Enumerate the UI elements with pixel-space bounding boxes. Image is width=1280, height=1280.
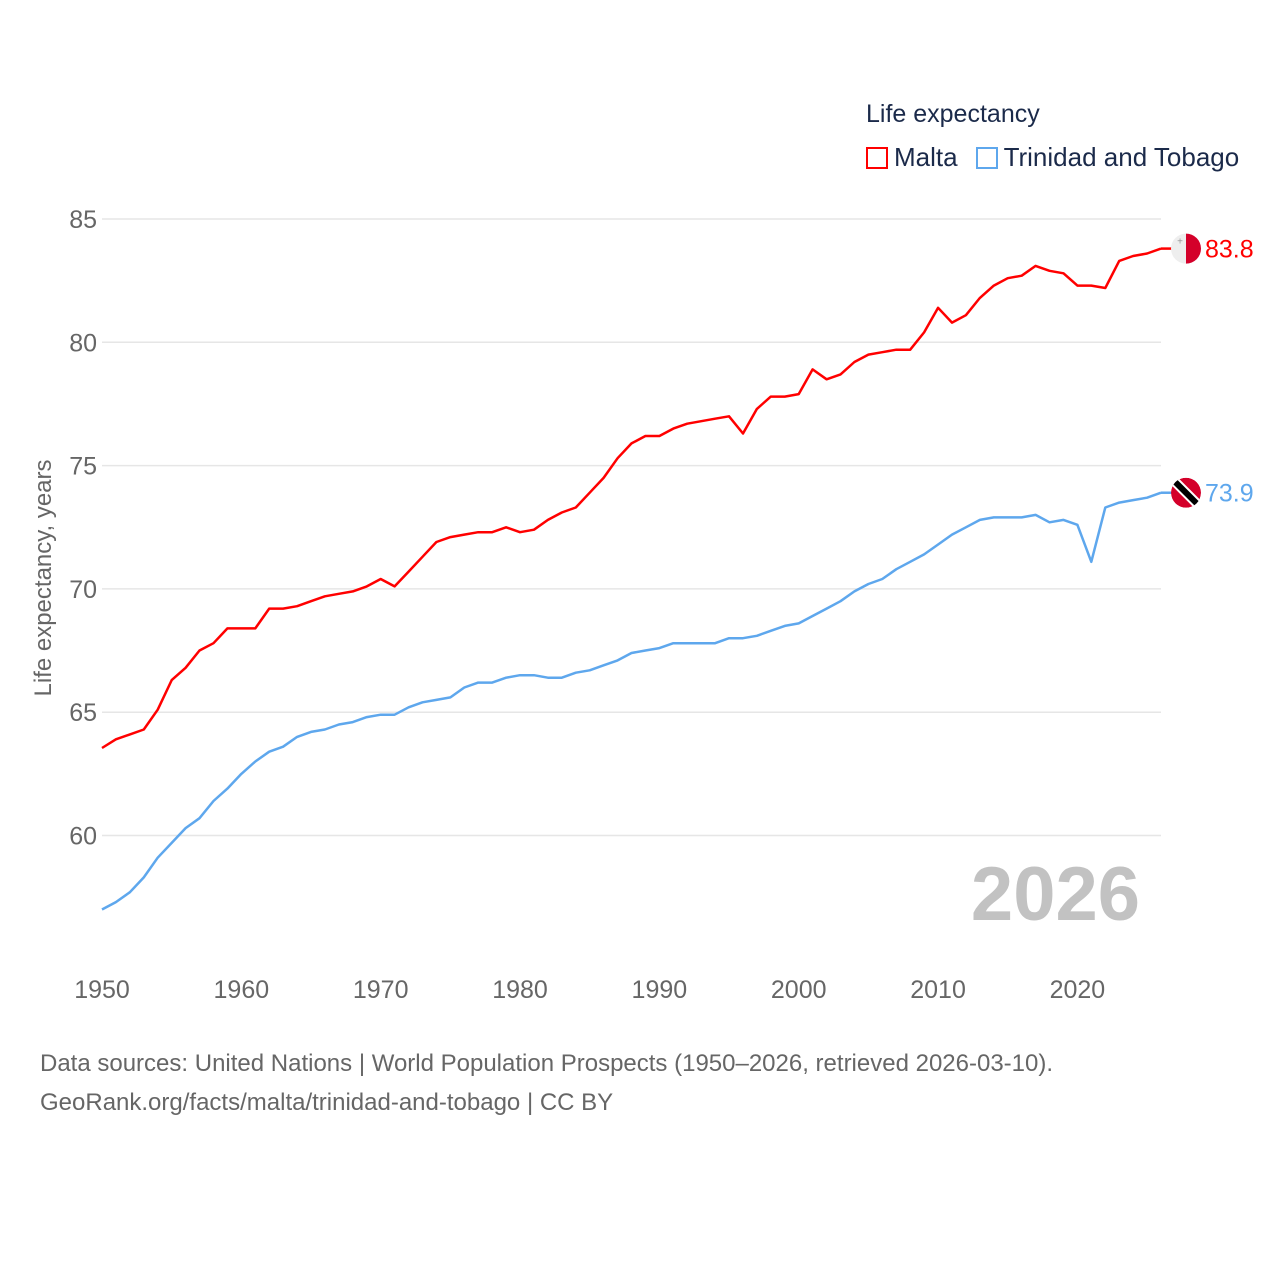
x-tick-label: 1950 [74,976,130,1004]
x-tick-label: 2020 [1050,976,1106,1004]
x-tick-label: 2010 [910,976,966,1004]
legend-label-malta: Malta [894,142,958,172]
end-value-label-malta: 83.8 [1205,236,1254,264]
malta-flag-icon: + [1171,233,1201,264]
y-tick-label: 75 [69,453,97,481]
x-tick-label: 2000 [771,976,827,1004]
x-tick-label: 1990 [632,976,688,1004]
legend-title: Life expectancy [866,100,1040,128]
year-watermark: 2026 [971,852,1140,937]
source-line-2[interactable]: GeoRank.org/facts/malta/trinidad-and-tob… [40,1089,614,1116]
legend: Malta Trinidad and Tobago [866,142,1257,173]
end-value-label-trinidad-and-tobago: 73.9 [1205,480,1254,508]
y-tick-label: 70 [69,576,97,604]
x-tick-label: 1980 [492,976,548,1004]
y-tick-label: 80 [69,329,97,357]
legend-label-trinidad-and-tobago: Trinidad and Tobago [1003,142,1240,172]
y-axis-label: Life expectancy, years [30,459,57,696]
x-tick-label: 1970 [353,976,409,1004]
legend-swatch-malta [866,146,888,169]
source-line-1: Data sources: United Nations | World Pop… [40,1050,1054,1077]
x-tick-label: 1960 [214,976,270,1004]
svg-text:+: + [1177,237,1183,248]
series-line-malta [101,247,1162,750]
source-note: Data sources: United Nations | World Pop… [40,1044,1053,1122]
series-line-trinidad-and-tobago [101,491,1162,911]
legend-swatch-trinidad-and-tobago [975,146,998,169]
y-tick-label: 65 [69,699,97,727]
legend-item-malta[interactable]: Malta [866,142,958,173]
y-tick-label: 85 [69,206,97,234]
trinidad-and-tobago-flag-icon [1171,477,1201,508]
legend-item-trinidad-and-tobago[interactable]: Trinidad and Tobago [975,142,1240,173]
y-tick-label: 60 [69,823,97,851]
